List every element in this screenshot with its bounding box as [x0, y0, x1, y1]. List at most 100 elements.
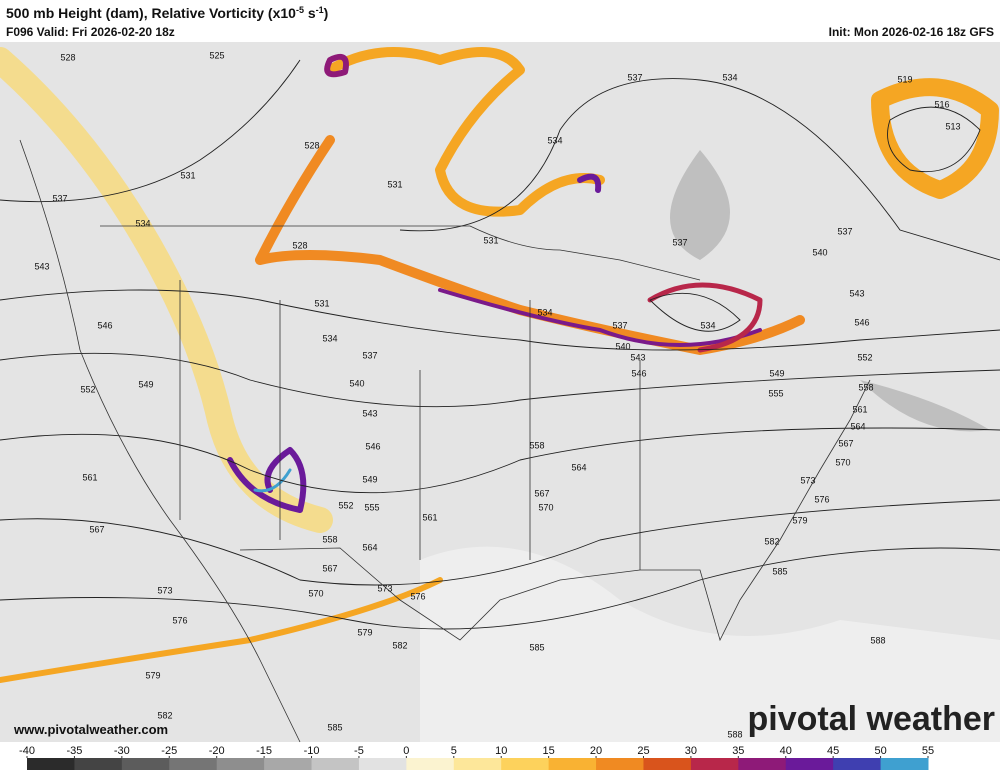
- colorbar-tick-label: -15: [256, 745, 272, 757]
- contour-label: 588: [727, 729, 742, 739]
- vort-band: [647, 282, 763, 353]
- contour-label: 570: [538, 502, 553, 512]
- colorbar-segment: [833, 758, 882, 770]
- contour-label: 519: [897, 74, 912, 84]
- gray-field: [420, 546, 1000, 742]
- contour-label: 549: [769, 368, 784, 378]
- colorbar-segment: [453, 758, 502, 770]
- contour-label: 564: [571, 462, 586, 472]
- contour-label: 543: [34, 261, 49, 271]
- contour-label: 582: [392, 640, 407, 650]
- contour-label: 564: [850, 421, 865, 431]
- colorbar-tick-label: 0: [403, 745, 409, 757]
- contour-label: 558: [529, 440, 544, 450]
- contour-label: 573: [157, 585, 172, 595]
- colorbar-tick-label: -20: [209, 745, 225, 757]
- contour-label: 558: [322, 534, 337, 544]
- contour: [0, 499, 1000, 586]
- border: [100, 225, 701, 281]
- contour-label: 531: [387, 179, 402, 189]
- contour-label: 579: [792, 515, 807, 525]
- contour-label: 528: [60, 52, 75, 62]
- colorbar-tick-label: 25: [637, 745, 649, 757]
- contour-label: 528: [304, 140, 319, 150]
- contour-label: 531: [314, 298, 329, 308]
- colorbar-segment: [264, 758, 313, 770]
- colorbar-segment: [358, 758, 407, 770]
- colorbar-segment: [785, 758, 834, 770]
- contour-label: 540: [812, 247, 827, 257]
- height-contours: [0, 59, 1000, 630]
- colorbar-segment: [311, 758, 360, 770]
- vort-core: [253, 468, 292, 493]
- contour-label: 537: [837, 226, 852, 236]
- colorbar-tick-label: 55: [922, 745, 934, 757]
- map: www.pivotalweather.com pivotal weather: [0, 42, 1000, 743]
- contour-label: 588: [870, 635, 885, 645]
- contour-label: 552: [80, 384, 95, 394]
- vort-band: [325, 47, 605, 217]
- contour: [0, 289, 1000, 351]
- title-text: 500 mb Height (dam), Relative Vorticity …: [6, 5, 296, 21]
- contour-label: 543: [630, 352, 645, 362]
- contour-label: 585: [327, 722, 342, 732]
- contour-label: 546: [854, 317, 869, 327]
- vorticity-streams: [0, 47, 999, 683]
- contour-label: 552: [338, 500, 353, 510]
- contour: [0, 547, 1000, 630]
- contour-label: 582: [764, 536, 779, 546]
- contour-label: 555: [768, 388, 783, 398]
- colorbar-segment: [27, 758, 75, 770]
- logo: pivotal weather: [747, 700, 995, 738]
- contour-label: 585: [772, 566, 787, 576]
- colorbar-tick-label: 30: [685, 745, 697, 757]
- contour-label: 567: [322, 563, 337, 573]
- contour-label: 573: [377, 583, 392, 593]
- contour-label: 534: [322, 333, 337, 343]
- contour-label: 546: [365, 441, 380, 451]
- contour-label: 549: [138, 379, 153, 389]
- contour: [0, 352, 1000, 408]
- contour: [399, 78, 1000, 261]
- colorbar-tick-label: 5: [451, 745, 457, 757]
- contour-label: 576: [410, 591, 425, 601]
- title-sup: -5: [296, 5, 304, 15]
- contour: [0, 59, 301, 203]
- contour: [0, 427, 1000, 494]
- colorbar-tick-label: 50: [874, 745, 886, 757]
- colorbar-tick-label: 20: [590, 745, 602, 757]
- contour-label: 537: [672, 237, 687, 247]
- contour-label: 537: [52, 193, 67, 203]
- colorbar-segment: [169, 758, 218, 770]
- contour-label: 576: [814, 494, 829, 504]
- colorbar-tick-label: 45: [827, 745, 839, 757]
- contour-label: 537: [362, 350, 377, 360]
- contour-label: 537: [627, 72, 642, 82]
- contour-label: 570: [308, 588, 323, 598]
- valid-time: F096 Valid: Fri 2026-02-20 18z: [6, 25, 175, 39]
- contour-label: 516: [934, 99, 949, 109]
- contour-label: 567: [838, 438, 853, 448]
- contour-label: 543: [362, 408, 377, 418]
- title-text: s: [304, 5, 316, 21]
- contour-label: 579: [357, 627, 372, 637]
- contour-label: 537: [612, 320, 627, 330]
- colorbar-segment: [880, 758, 929, 770]
- colorbar-segment: [501, 758, 550, 770]
- title-sup: -1: [316, 5, 324, 15]
- contour-label: 525: [209, 50, 224, 60]
- colorbar-segment: [406, 758, 455, 770]
- contour-label: 534: [700, 320, 715, 330]
- colorbar-tick-label: -25: [161, 745, 177, 757]
- colorbar-tick-label: -40: [19, 745, 35, 757]
- vort-band: [871, 78, 999, 199]
- init-time: Init: Mon 2026-02-16 18z GFS: [829, 25, 994, 39]
- colorbar-segment: [738, 758, 787, 770]
- state-lines: [179, 280, 641, 570]
- contour-label: 546: [97, 320, 112, 330]
- contour-label: 540: [349, 378, 364, 388]
- colorbar-tick-label: 10: [495, 745, 507, 757]
- contour-label: 528: [292, 240, 307, 250]
- contour: [887, 106, 981, 173]
